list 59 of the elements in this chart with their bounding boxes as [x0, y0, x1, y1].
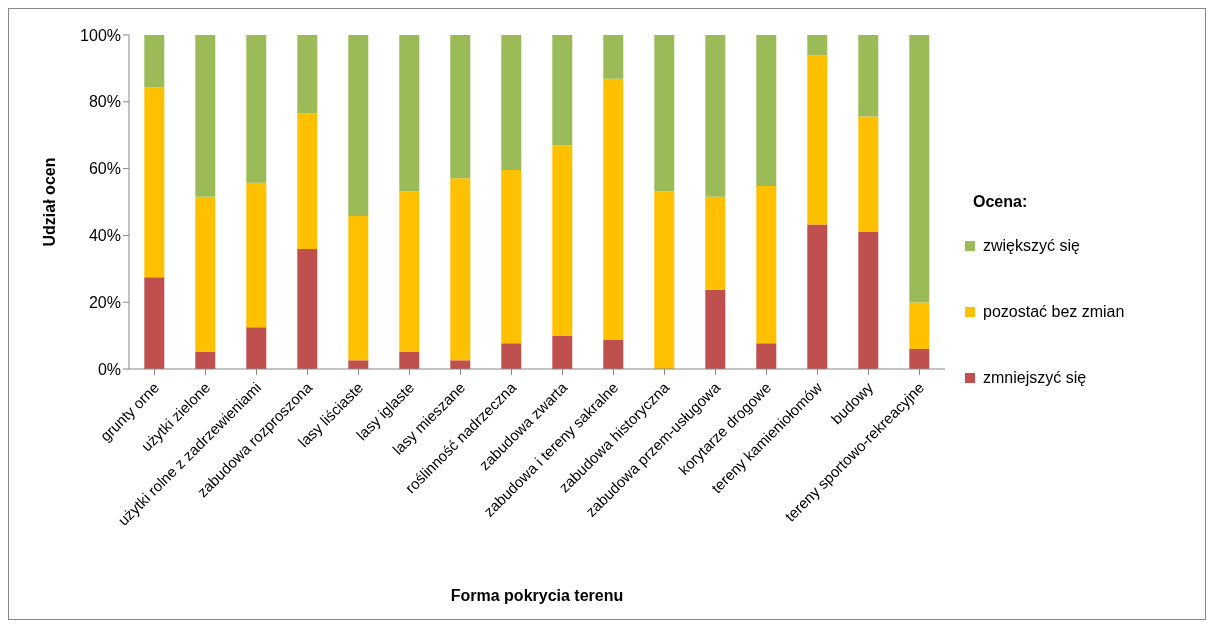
legend-title: Ocena:: [973, 193, 1029, 211]
bar: [756, 185, 777, 344]
bar: [552, 145, 573, 336]
bar: [705, 35, 726, 197]
bar: [144, 35, 165, 88]
bar: [654, 35, 675, 192]
bar: [705, 196, 726, 290]
bar: [705, 289, 726, 369]
bar: [858, 116, 879, 233]
y-tick-label: 100%: [80, 26, 121, 44]
y-tick-label: 60%: [88, 160, 121, 178]
y-tick-label: 20%: [88, 293, 121, 311]
bar: [450, 35, 471, 179]
bar: [246, 182, 267, 328]
bar: [807, 55, 828, 225]
bar: [807, 35, 828, 56]
y-tick-label: 80%: [88, 93, 121, 111]
bar: [399, 35, 420, 192]
y-tick-label: 40%: [88, 227, 121, 245]
bar: [297, 249, 318, 369]
bar: [297, 35, 318, 114]
bar: [246, 327, 267, 369]
bar: [450, 360, 471, 369]
bar: [858, 232, 879, 369]
bar: [348, 216, 369, 361]
bar: [501, 35, 522, 170]
bar: [348, 35, 369, 217]
bar: [399, 191, 420, 352]
bar: [501, 343, 522, 369]
bar: [858, 35, 879, 117]
bar: [909, 302, 930, 349]
bar: [756, 35, 777, 186]
bar: [399, 351, 420, 369]
legend-label: zmniejszyć się: [983, 369, 1087, 387]
bar: [654, 191, 675, 369]
bar: [909, 35, 930, 303]
bar: [552, 35, 573, 146]
bar: [603, 35, 624, 79]
y-axis-title: Udział ocen: [40, 157, 58, 247]
bar: [144, 87, 165, 278]
bar: [297, 113, 318, 250]
bar: [756, 343, 777, 369]
legend-label: pozostać bez zmian: [983, 303, 1125, 321]
bar: [603, 339, 624, 369]
bar: [348, 360, 369, 369]
bar: [450, 178, 471, 361]
bar: [807, 224, 828, 369]
bar: [195, 196, 216, 352]
bar: [501, 169, 522, 344]
bar: [144, 277, 165, 369]
bar: [246, 35, 267, 183]
bar: [195, 351, 216, 369]
bar: [603, 78, 624, 340]
bar: [552, 335, 573, 369]
y-tick-label: 0%: [97, 360, 121, 378]
x-axis-title: Forma pokrycia terenu: [450, 587, 624, 604]
legend-label: zwiększyć się: [983, 237, 1080, 255]
bar: [909, 348, 930, 369]
bar: [195, 35, 216, 197]
